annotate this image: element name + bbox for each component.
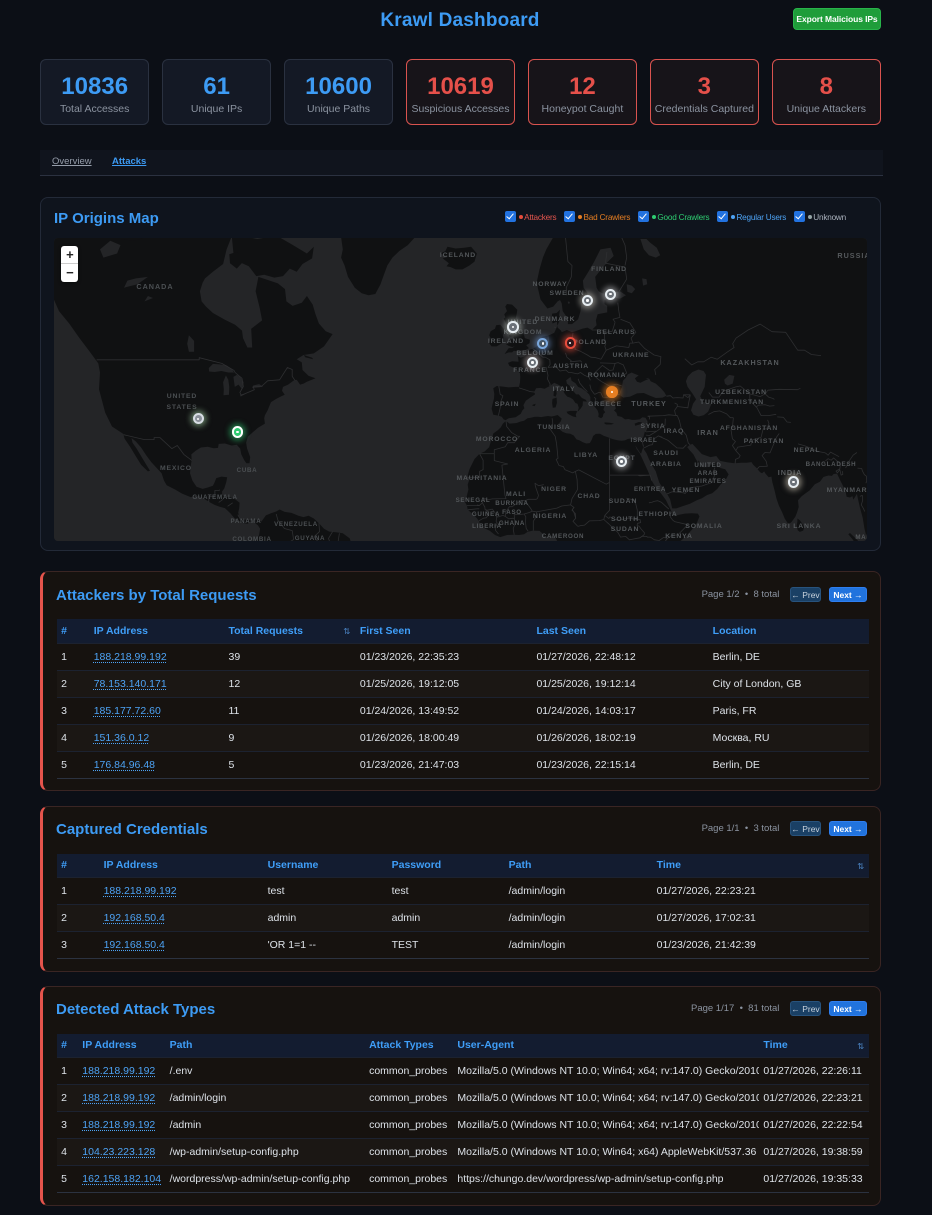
- svg-text:BANGLADESH: BANGLADESH: [806, 461, 857, 468]
- svg-text:GUYANA: GUYANA: [295, 535, 325, 541]
- svg-text:NORWAY: NORWAY: [533, 281, 568, 288]
- svg-text:IRAQ: IRAQ: [664, 428, 684, 435]
- svg-text:MEXICO: MEXICO: [160, 465, 192, 472]
- svg-text:UNITED: UNITED: [167, 393, 197, 400]
- svg-text:CAMEROON: CAMEROON: [542, 533, 584, 540]
- svg-text:GUATEMALA: GUATEMALA: [193, 494, 238, 501]
- svg-text:MOROCCO: MOROCCO: [476, 436, 518, 443]
- svg-text:STATES: STATES: [167, 404, 198, 411]
- svg-text:SOUTH: SOUTH: [611, 516, 639, 523]
- svg-text:GUINEA: GUINEA: [472, 511, 500, 518]
- svg-text:BELARUS: BELARUS: [597, 329, 636, 336]
- svg-text:ITALY: ITALY: [553, 386, 576, 393]
- svg-text:SYRIA: SYRIA: [641, 423, 666, 430]
- svg-text:RUSSIA: RUSSIA: [838, 251, 868, 260]
- svg-text:LIBYA: LIBYA: [574, 452, 598, 459]
- svg-text:VENEZUELA: VENEZUELA: [275, 521, 319, 528]
- svg-text:ARAB: ARAB: [698, 470, 719, 477]
- svg-text:YEMEN: YEMEN: [672, 487, 700, 494]
- svg-text:NIGER: NIGER: [542, 486, 568, 493]
- svg-text:ERITREA: ERITREA: [634, 486, 666, 493]
- svg-text:MYANMAR: MYANMAR: [827, 487, 867, 494]
- svg-text:MALAYSIA: MALAYSIA: [856, 534, 868, 541]
- svg-text:GREECE: GREECE: [588, 401, 622, 408]
- svg-text:SENEGAL: SENEGAL: [456, 497, 491, 504]
- svg-text:IRAN: IRAN: [698, 428, 720, 437]
- svg-text:SUDAN: SUDAN: [611, 526, 639, 533]
- svg-text:AUSTRIA: AUSTRIA: [553, 363, 589, 370]
- svg-text:NEPAL: NEPAL: [794, 447, 821, 454]
- svg-text:KINGDOM: KINGDOM: [504, 329, 543, 336]
- svg-text:LIBERIA: LIBERIA: [473, 523, 503, 530]
- svg-text:SUDAN: SUDAN: [609, 498, 637, 505]
- svg-text:SPAIN: SPAIN: [495, 401, 520, 408]
- svg-text:TURKMENISTAN: TURKMENISTAN: [700, 399, 764, 406]
- svg-text:SAUDI: SAUDI: [654, 450, 679, 457]
- svg-text:ISRAEL: ISRAEL: [631, 437, 658, 444]
- svg-text:AFGHANISTAN: AFGHANISTAN: [720, 425, 778, 432]
- svg-text:TURKEY: TURKEY: [632, 399, 668, 408]
- svg-text:SOMALIA: SOMALIA: [686, 523, 723, 530]
- svg-text:CHAD: CHAD: [578, 493, 601, 500]
- svg-text:POLAND: POLAND: [573, 339, 607, 346]
- svg-text:CUBA: CUBA: [237, 467, 258, 474]
- svg-text:PAKISTAN: PAKISTAN: [744, 438, 785, 445]
- svg-text:DENMARK: DENMARK: [535, 316, 576, 323]
- svg-text:ALGERIA: ALGERIA: [515, 447, 552, 454]
- svg-text:TUNISIA: TUNISIA: [538, 424, 571, 431]
- svg-text:IRELAND: IRELAND: [488, 338, 524, 345]
- svg-text:CANADA: CANADA: [137, 282, 174, 291]
- svg-text:KAZAKHSTAN: KAZAKHSTAN: [721, 358, 780, 367]
- svg-text:KENYA: KENYA: [666, 533, 693, 540]
- svg-text:FRANCE: FRANCE: [514, 367, 547, 374]
- svg-text:UZBEKISTAN: UZBEKISTAN: [715, 389, 767, 396]
- svg-text:MAURITANIA: MAURITANIA: [457, 475, 508, 482]
- svg-text:ETHIOPIA: ETHIOPIA: [639, 511, 678, 518]
- svg-text:PANAMA: PANAMA: [231, 518, 262, 525]
- svg-text:NIGERIA: NIGERIA: [533, 513, 567, 520]
- svg-text:ICELAND: ICELAND: [440, 252, 476, 259]
- svg-text:EMIRATES: EMIRATES: [690, 478, 727, 485]
- svg-text:UKRAINE: UKRAINE: [613, 352, 650, 359]
- svg-text:COLOMBIA: COLOMBIA: [233, 536, 272, 541]
- svg-text:UNITED: UNITED: [508, 319, 538, 326]
- svg-text:ROMANIA: ROMANIA: [588, 372, 626, 379]
- svg-text:GHANA: GHANA: [499, 520, 525, 527]
- svg-text:INDIA: INDIA: [778, 468, 803, 477]
- svg-text:ARABIA: ARABIA: [651, 461, 683, 468]
- svg-text:SWEDEN: SWEDEN: [550, 290, 585, 297]
- svg-text:BURKINA: BURKINA: [496, 500, 529, 507]
- svg-text:UNITED: UNITED: [695, 462, 722, 469]
- svg-text:FASO: FASO: [503, 509, 523, 516]
- svg-text:BELGIUM: BELGIUM: [517, 350, 554, 357]
- svg-text:MALI: MALI: [506, 491, 526, 498]
- svg-text:FINLAND: FINLAND: [592, 266, 628, 273]
- svg-text:SRI LANKA: SRI LANKA: [777, 523, 822, 530]
